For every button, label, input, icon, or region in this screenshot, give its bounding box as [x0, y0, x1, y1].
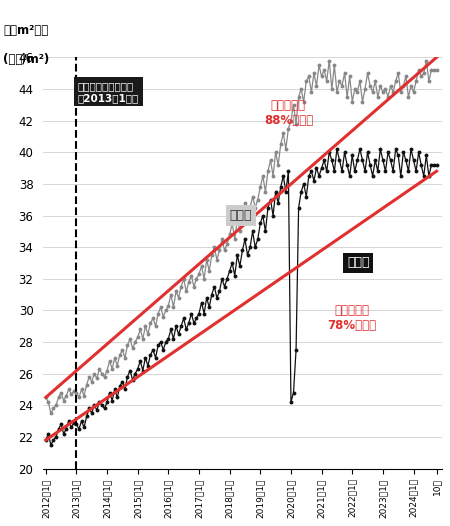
- Text: 約１１年で
78%値上り: 約１１年で 78%値上り: [328, 305, 377, 332]
- Text: 約１１年で
88%値上り: 約１１年で 88%値上り: [264, 99, 313, 127]
- Text: 千葉県: 千葉県: [347, 257, 369, 269]
- Text: 埼玉県: 埼玉県: [230, 209, 252, 222]
- Text: (万円/m²): (万円/m²): [3, 53, 49, 66]
- Text: 日銀の金融緩和発表
（2013年1月）: 日銀の金融緩和発表 （2013年1月）: [78, 81, 139, 103]
- Text: 成約m²単価: 成約m²単価: [3, 24, 49, 37]
